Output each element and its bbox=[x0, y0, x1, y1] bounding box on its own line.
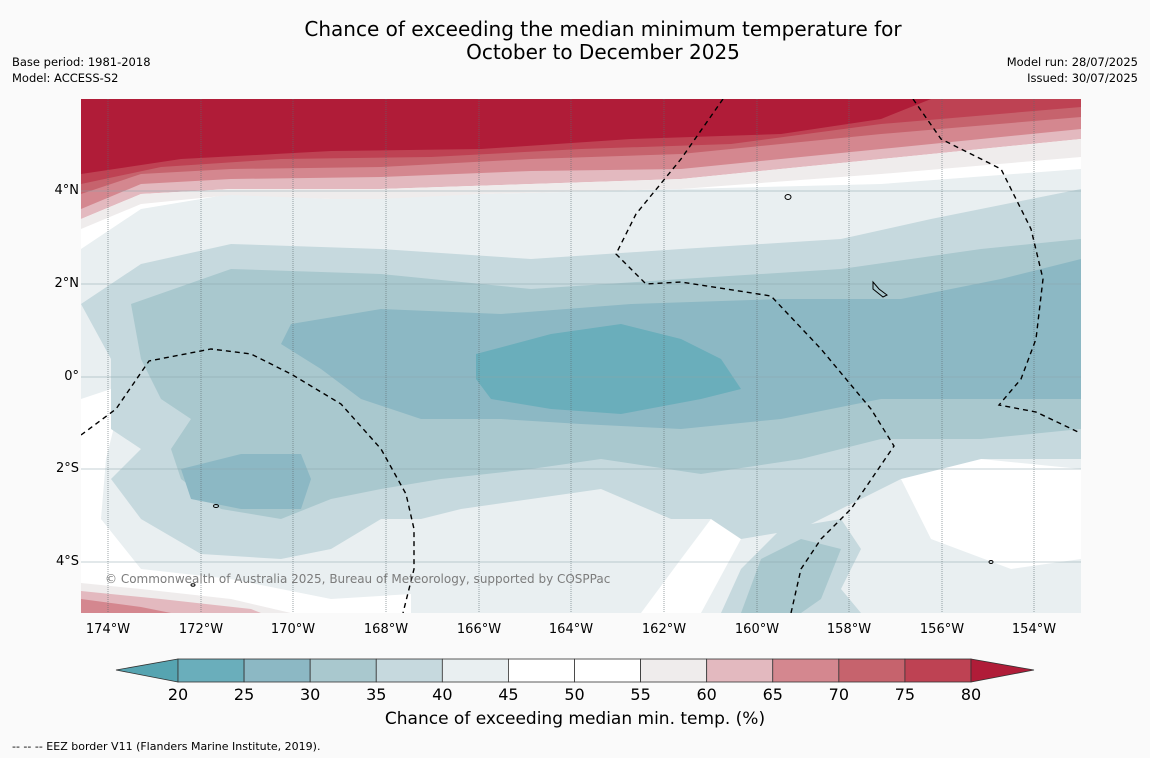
band-30-35-se bbox=[741, 539, 841, 613]
band-45-55-se bbox=[901, 459, 1081, 569]
probability-map bbox=[81, 99, 1081, 613]
colorbar-cell bbox=[838, 658, 906, 683]
colorbar-cell bbox=[508, 658, 575, 683]
meta-right: Model run: 28/07/2025 Issued: 30/07/2025 bbox=[1007, 54, 1138, 86]
colorbar-over-arrow bbox=[970, 658, 1035, 683]
band-over-80 bbox=[81, 99, 931, 174]
colorbar-cell bbox=[375, 658, 443, 683]
lon-label-160w: 160°W bbox=[734, 622, 780, 637]
latitude-gridlines bbox=[81, 190, 1081, 563]
colorbar-cell bbox=[706, 658, 774, 683]
lat-label-4s: 4°S bbox=[55, 554, 79, 569]
band-sw-65-70 bbox=[81, 599, 171, 613]
islands bbox=[190, 194, 994, 587]
lat-label-2s: 2°S bbox=[55, 461, 79, 476]
lon-label-174w: 174°W bbox=[85, 622, 131, 637]
colorbar-tick-label: 25 bbox=[233, 685, 255, 704]
colorbar-tick-label: 35 bbox=[366, 685, 387, 704]
colorbar-cells bbox=[177, 658, 972, 683]
colorbar-cell bbox=[772, 658, 840, 683]
lon-label-166w: 166°W bbox=[456, 622, 502, 637]
copyright-notice: © Commonwealth of Australia 2025, Bureau… bbox=[105, 572, 611, 586]
colorbar-title: Chance of exceeding median min. temp. (%… bbox=[384, 709, 766, 729]
colorbar-tick-label: 40 bbox=[432, 685, 453, 704]
band-45-55-sw bbox=[641, 519, 741, 613]
colorbar-tick-label: 30 bbox=[299, 685, 321, 704]
colorbar-cell bbox=[441, 658, 509, 683]
lat-label-4n: 4°N bbox=[54, 183, 80, 198]
lon-label-162w: 162°W bbox=[641, 622, 687, 637]
colorbar-tick-label: 80 bbox=[960, 685, 982, 704]
colorbar-cell bbox=[309, 658, 377, 683]
lon-label-156w: 156°W bbox=[919, 622, 965, 637]
colorbar-tick-label: 70 bbox=[828, 685, 849, 704]
title-line-1: Chance of exceeding the median minimum t… bbox=[304, 17, 902, 41]
colorbar-tick-label: 50 bbox=[564, 685, 585, 704]
lon-label-168w: 168°W bbox=[363, 622, 409, 637]
eez-borders bbox=[81, 99, 1079, 613]
map-canvas bbox=[81, 99, 1081, 613]
band-25-30-sw bbox=[181, 454, 311, 509]
model-name: Model: ACCESS-S2 bbox=[12, 71, 119, 85]
issued-date: Issued: 30/07/2025 bbox=[1027, 71, 1138, 85]
lon-label-170w: 170°W bbox=[270, 622, 316, 637]
colorbar-cell bbox=[574, 658, 641, 683]
colorbar-tick-label: 60 bbox=[696, 685, 717, 704]
lat-label-2n: 2°N bbox=[54, 276, 80, 291]
lon-label-172w: 172°W bbox=[178, 622, 224, 637]
map-title: Chance of exceeding the median minimum t… bbox=[0, 18, 1150, 64]
colorbar bbox=[115, 658, 1035, 683]
band-55-60 bbox=[81, 139, 1081, 229]
lon-label-158w: 158°W bbox=[826, 622, 872, 637]
lon-label-164w: 164°W bbox=[548, 622, 594, 637]
colorbar-cell bbox=[904, 658, 972, 683]
colorbar-tick-label: 65 bbox=[762, 685, 783, 704]
title-line-2: October to December 2025 bbox=[466, 40, 740, 64]
longitude-gridlines bbox=[107, 99, 1035, 613]
colorbar-cell bbox=[243, 658, 311, 683]
lon-label-154w: 154°W bbox=[1011, 622, 1057, 637]
band-20-25 bbox=[476, 324, 741, 414]
colorbar-tick-label: 20 bbox=[167, 685, 189, 704]
base-period: Base period: 1981-2018 bbox=[12, 55, 151, 69]
eez-legend-note: -- -- -- EEZ border V11 (Flanders Marine… bbox=[12, 740, 321, 753]
colorbar-under-arrow bbox=[115, 658, 179, 683]
meta-left: Base period: 1981-2018 Model: ACCESS-S2 bbox=[12, 54, 151, 86]
colorbar-cell bbox=[640, 658, 708, 683]
colorbar-cell bbox=[177, 658, 245, 683]
lat-label-0: 0° bbox=[64, 369, 79, 384]
colorbar-tick-label: 75 bbox=[894, 685, 916, 704]
colorbar-tick-label: 45 bbox=[498, 685, 519, 704]
model-run: Model run: 28/07/2025 bbox=[1006, 55, 1138, 69]
colorbar-tick-label: 55 bbox=[630, 685, 651, 704]
